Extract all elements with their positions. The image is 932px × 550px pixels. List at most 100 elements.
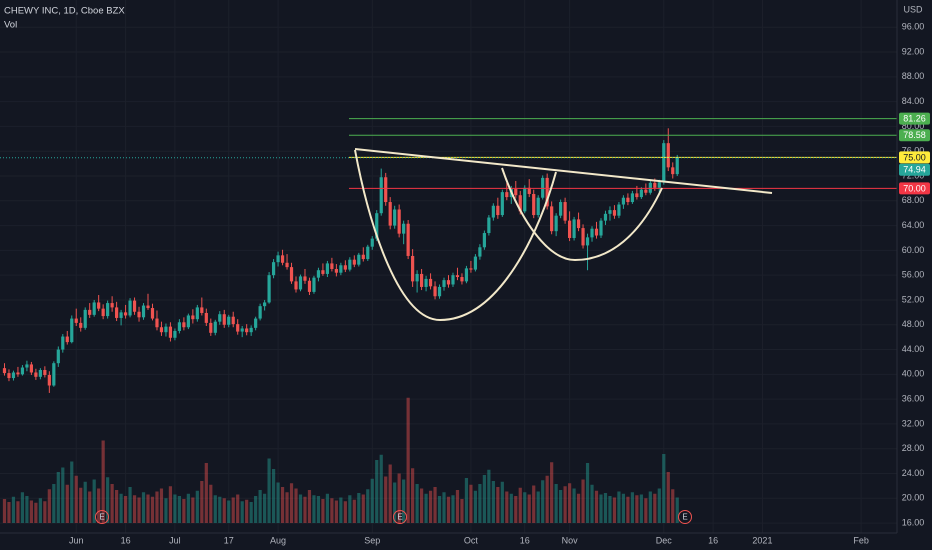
candle-body	[119, 312, 123, 318]
volume-bar	[92, 479, 96, 523]
candle-body	[567, 220, 572, 238]
candle-body	[666, 143, 670, 168]
candle-body	[437, 286, 442, 297]
candle-body	[559, 202, 563, 216]
volume-bar	[581, 479, 585, 523]
candle-body	[545, 177, 549, 207]
candle-body	[455, 275, 460, 278]
candle-body	[541, 177, 545, 198]
price-axis-bg	[897, 0, 932, 550]
candle-body	[330, 263, 334, 269]
y-tick-label: 44.00	[902, 344, 925, 354]
price-tag-label: 74.94	[903, 165, 926, 175]
volume-bar	[240, 501, 244, 523]
volume-bar	[115, 490, 119, 523]
candle-body	[34, 372, 38, 377]
candle-body	[572, 219, 576, 238]
volume-bar	[132, 495, 137, 523]
volume-bar	[61, 467, 65, 523]
candle-body	[370, 238, 374, 247]
candle-body	[168, 326, 173, 338]
candle-body	[186, 315, 190, 328]
volume-bar	[402, 479, 406, 523]
candle-body	[222, 314, 226, 325]
volume-bar	[361, 494, 365, 523]
volume-bar	[460, 499, 464, 523]
volume-bar	[276, 482, 280, 523]
volume-bar	[599, 494, 603, 523]
candle-body	[406, 223, 410, 256]
candle-body	[195, 307, 199, 320]
candle-body	[384, 177, 388, 203]
volume-bar	[146, 494, 150, 523]
y-tick-label: 76.00	[902, 146, 925, 156]
candle-body	[141, 305, 146, 318]
volume-bar	[173, 494, 177, 523]
candle-body	[366, 246, 370, 260]
candle-body	[285, 262, 289, 268]
candle-body	[464, 268, 469, 282]
volume-bar	[2, 499, 7, 523]
earnings-badge[interactable]	[678, 510, 692, 524]
x-tick-label: 16	[708, 535, 718, 545]
volume-bar	[137, 497, 141, 523]
earnings-badge[interactable]	[393, 510, 407, 524]
volume-bar	[375, 460, 379, 523]
volume-bar	[559, 490, 563, 523]
candle-body	[249, 327, 253, 333]
candle-body	[348, 259, 352, 270]
volume-bar	[621, 493, 626, 523]
volume-bar	[527, 494, 531, 523]
volume-bar	[675, 497, 679, 523]
volume-bar	[397, 473, 401, 523]
volume-bar	[437, 496, 442, 523]
candle-body	[446, 280, 451, 285]
candle-body	[245, 328, 249, 333]
candle-body	[254, 318, 258, 328]
volume-bar	[500, 481, 504, 523]
volume-bar	[635, 495, 639, 523]
candle-body	[146, 305, 150, 309]
earnings-text: E	[99, 513, 104, 522]
volume-bar	[370, 478, 374, 523]
volume-bar	[267, 458, 271, 523]
volume-bar	[222, 498, 226, 523]
candle-body	[379, 177, 383, 214]
candle-body	[419, 273, 424, 287]
volume-bar	[653, 493, 657, 523]
x-tick-label: 2021	[752, 535, 772, 545]
volume-bar	[231, 497, 235, 523]
candle-body	[155, 318, 159, 328]
volume-bar	[464, 478, 469, 523]
volume-bar	[141, 492, 146, 523]
trend-line	[354, 148, 773, 194]
volume-bar	[662, 454, 666, 523]
candle-body	[393, 209, 397, 226]
x-tick-label: Jun	[69, 535, 84, 545]
volume-bar	[195, 490, 199, 523]
volume-bar	[451, 495, 455, 523]
y-tick-label: 20.00	[902, 493, 925, 503]
candle-body	[83, 309, 87, 328]
volume-bar	[106, 477, 110, 523]
candle-body	[61, 336, 65, 350]
price-tag-label: 70.00	[903, 183, 926, 193]
volume-bar	[186, 493, 190, 523]
price-tag	[899, 129, 930, 142]
volume-bar	[393, 482, 397, 523]
candle-body	[617, 204, 621, 216]
candle-body	[56, 349, 60, 364]
candle-body	[599, 220, 603, 236]
candle-body	[415, 273, 419, 282]
volume-bar	[563, 486, 567, 523]
volume-bar	[419, 488, 424, 523]
price-tag	[899, 182, 930, 195]
volume-bar	[88, 491, 92, 523]
volume-bar	[11, 496, 16, 523]
volume-bar	[487, 469, 491, 523]
candle-body	[612, 210, 617, 216]
earnings-badge[interactable]	[95, 510, 109, 524]
volume-bar	[594, 490, 599, 523]
volume-bar	[303, 496, 307, 523]
volume-bar	[321, 499, 325, 523]
